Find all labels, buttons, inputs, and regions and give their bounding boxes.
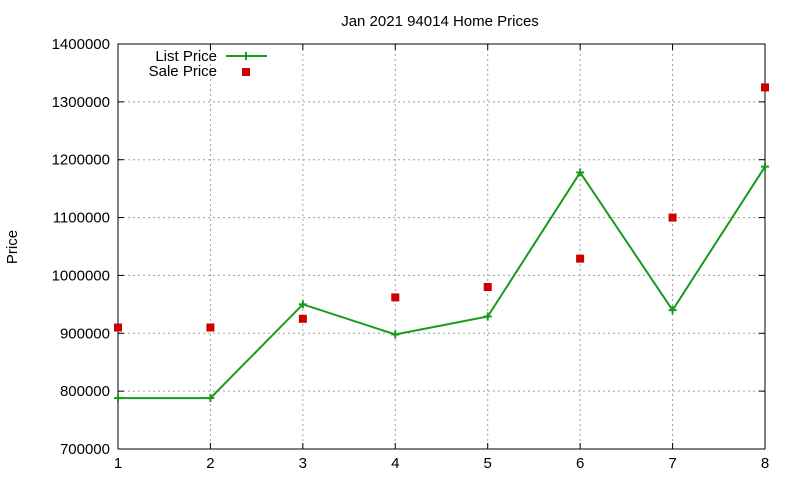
list-price-point xyxy=(483,312,492,321)
x-tick-label: 4 xyxy=(391,455,399,472)
y-tick-label: 900000 xyxy=(60,325,110,342)
y-tick-label: 800000 xyxy=(60,383,110,400)
sale-price-point xyxy=(668,213,677,222)
y-tick-label: 1000000 xyxy=(52,267,110,284)
tick-marks xyxy=(117,43,766,450)
sale-price-point xyxy=(761,83,769,92)
x-tick-label: 7 xyxy=(668,455,676,472)
y-tick-labels: 700000 800000 900000 1000000 1100000 1200000 1… xyxy=(52,36,110,458)
list-price-point xyxy=(206,394,215,403)
legend-swatch-sale-price xyxy=(242,68,250,76)
legend-label-list-price: List Price xyxy=(155,48,217,65)
sale-price-point xyxy=(298,314,307,323)
x-tick-label: 8 xyxy=(761,455,769,472)
y-tick-label: 1400000 xyxy=(52,36,110,53)
list-price-point xyxy=(576,168,585,177)
series-layer xyxy=(114,83,769,403)
x-tick-label: 6 xyxy=(576,455,584,472)
y-axis-label: Price xyxy=(4,230,21,264)
list-price-line xyxy=(118,166,766,400)
list-price-point xyxy=(761,162,769,171)
x-tick-label: 5 xyxy=(484,455,492,472)
sale-price-point xyxy=(206,323,215,332)
y-tick-label: 700000 xyxy=(60,441,110,458)
legend-label-sale-price: Sale Price xyxy=(149,63,217,80)
x-tick-label: 2 xyxy=(206,455,214,472)
gridlines xyxy=(118,44,765,449)
plot-area-border xyxy=(117,43,766,450)
list-price-point xyxy=(391,330,400,339)
x-tick-labels: 1 2 3 4 5 6 7 8 xyxy=(114,455,769,472)
y-tick-label: 1300000 xyxy=(52,94,110,111)
list-price-point xyxy=(298,300,307,309)
list-price-point xyxy=(114,394,122,403)
sale-price-point xyxy=(483,283,492,291)
y-tick-label: 1100000 xyxy=(53,210,110,227)
sale-price-point xyxy=(391,293,400,302)
series-list-price xyxy=(114,162,769,403)
legend-marker-list-price xyxy=(242,52,250,60)
series-sale-price xyxy=(114,83,769,332)
y-tick-label: 1200000 xyxy=(52,152,110,169)
x-tick-label: 1 xyxy=(114,455,122,472)
sale-price-point xyxy=(576,254,585,263)
x-tick-label: 3 xyxy=(299,455,307,472)
list-price-point xyxy=(668,306,677,315)
sale-price-point xyxy=(114,323,122,332)
chart-title: Jan 2021 94014 Home Prices xyxy=(341,13,539,30)
